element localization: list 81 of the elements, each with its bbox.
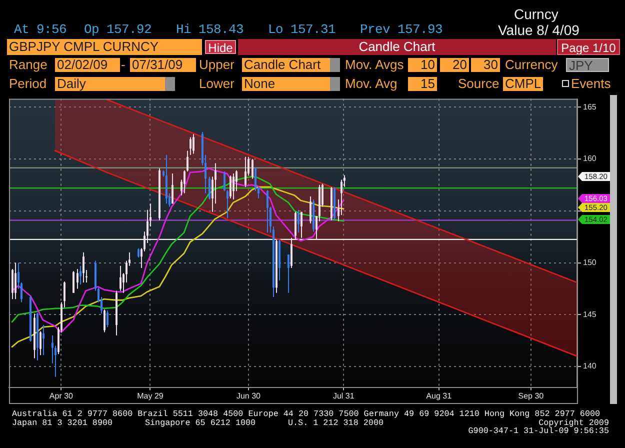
input-field: 20: [440, 58, 469, 72]
y-tick-label: 145: [583, 310, 597, 319]
candlestick: [14, 262, 16, 300]
candlestick: [192, 134, 194, 154]
y-tick-label: 150: [583, 258, 597, 267]
candlestick: [82, 252, 84, 283]
candlestick: [190, 136, 192, 156]
candlestick: [310, 196, 312, 224]
candlestick: [40, 330, 42, 356]
text: Hi 158.43: [176, 22, 244, 37]
dropdown-field: Candle Chart: [242, 58, 340, 72]
text: Range: [9, 57, 48, 72]
hide-button: Hide: [205, 40, 236, 54]
candlestick: [252, 158, 254, 180]
header-bar: Candle Chart: [238, 39, 556, 55]
candlestick: [226, 190, 228, 219]
candlestick: [232, 173, 234, 200]
text: Events: [571, 76, 611, 91]
text: Op 157.92: [84, 22, 152, 37]
candlestick: [298, 209, 300, 234]
text: Curncy: [514, 6, 558, 22]
y-tick-label: 140: [583, 362, 597, 371]
candlestick: [106, 310, 108, 328]
input-field: CMPL: [503, 77, 543, 91]
text: Copyright 2009: [538, 418, 609, 428]
x-tick-label: Sep 30: [518, 391, 544, 400]
input-field: GBPJPY CMPL CURNCY: [7, 39, 202, 55]
candlestick: [42, 324, 44, 356]
text: Australia 61 2 9777 8600 Brazil 5511 3048 4500 Europe 44 20 7330 7500 Germany 49 69 9204 1210 Hong Kong 852 2977 6000: [12, 409, 600, 419]
dropdown-field: None: [242, 77, 340, 91]
x-tick-label: Aug 31: [426, 391, 452, 400]
text: Prev 157.93: [360, 22, 443, 37]
candlestick: [340, 179, 342, 216]
text: Source: [458, 76, 500, 91]
input-field: 15: [408, 77, 437, 91]
x-tick-label: Jul 31: [332, 391, 355, 400]
candlestick: [80, 265, 82, 286]
input-field: 07/31/09: [130, 58, 196, 72]
dropdown-field: Daily: [55, 77, 175, 91]
candlestick: [288, 254, 290, 294]
input-field: 30: [471, 58, 500, 72]
text: Mov. Avgs: [345, 57, 404, 72]
text: Upper: [199, 57, 234, 72]
candlestick: [224, 170, 226, 192]
text: Lo 157.31: [268, 22, 336, 37]
text: G900-347-1 31-Jul-09 9:56:35: [468, 426, 609, 436]
candlestick: [138, 248, 140, 258]
y-tick-label: 165: [583, 102, 597, 112]
candlestick: [76, 268, 78, 290]
candlestick: [294, 211, 296, 240]
text: -: [121, 57, 126, 72]
text: Lower: [199, 76, 234, 91]
candlestick: [244, 156, 246, 188]
candlestick: [172, 173, 174, 204]
text: Japan 81 3 3201 8900: [12, 418, 113, 428]
text: Currency: [505, 57, 558, 72]
candlestick: [266, 190, 268, 234]
text: Mov. Avg: [345, 76, 398, 91]
chart-title: Candle Chart: [358, 39, 436, 54]
candlestick: [72, 270, 74, 294]
text: At 9:56: [14, 22, 67, 37]
candlestick: [230, 175, 232, 199]
text: Period: [9, 76, 47, 91]
x-tick-label: Jun 30: [236, 391, 262, 400]
input-field: 02/02/09: [55, 58, 120, 72]
candlestick: [290, 237, 292, 268]
text: Singapore 65 6212 1000: [145, 418, 256, 428]
candlestick: [300, 211, 302, 238]
text: U.S. 1 212 318 2000: [288, 418, 384, 428]
y-tick-label: 160: [583, 154, 597, 164]
candlestick: [184, 170, 186, 194]
candlestick: [120, 265, 122, 292]
input-field: 10: [408, 58, 437, 72]
candlestick: [104, 308, 106, 333]
x-tick-label: Apr 30: [49, 391, 74, 400]
x-tick-label: May 29: [137, 391, 164, 400]
text: Value 8/ 4/09: [498, 22, 580, 38]
input-field: JPY: [566, 58, 609, 72]
candlestick: [208, 176, 210, 200]
candlestick: [166, 154, 168, 204]
candlestick: [186, 150, 188, 172]
